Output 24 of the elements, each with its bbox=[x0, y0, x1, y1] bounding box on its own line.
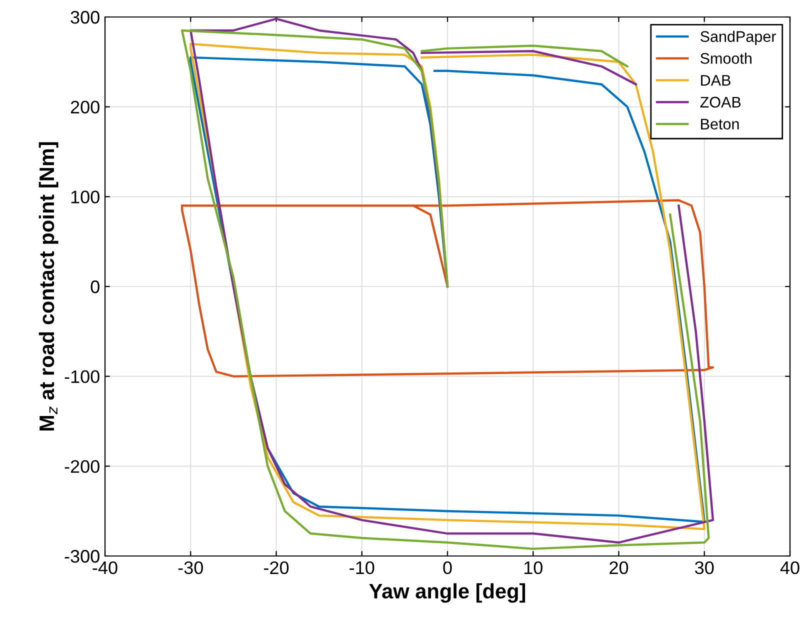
legend-label: ZOAB bbox=[700, 96, 741, 108]
x-tick-label: 0 bbox=[443, 561, 452, 574]
x-tick-label: 30 bbox=[695, 561, 714, 574]
legend-label: Beton bbox=[701, 118, 739, 130]
y-tick-label: -200 bbox=[64, 460, 100, 473]
x-axis-title: Yaw angle [deg] bbox=[369, 583, 526, 603]
x-tick-label: -30 bbox=[178, 561, 203, 574]
y-tick-label: -300 bbox=[64, 550, 100, 563]
y-tick-label: 100 bbox=[71, 190, 100, 204]
y-tick-label: -100 bbox=[64, 370, 100, 384]
y-tick-label: 300 bbox=[70, 10, 100, 24]
x-tick-label: -20 bbox=[264, 561, 289, 574]
x-tick-label: 20 bbox=[610, 561, 628, 574]
x-tick-label: 10 bbox=[524, 561, 542, 574]
legend-label: SandPaper bbox=[700, 30, 776, 45]
line-series bbox=[180, 199, 714, 378]
y-tick-label: 200 bbox=[70, 100, 100, 114]
y-axis-title: M$_{z}$ at road contact point [Nm] bbox=[38, 142, 58, 431]
x-tick-label: -10 bbox=[350, 561, 374, 574]
y-tick-label: 0 bbox=[90, 280, 100, 294]
legend-label: Smooth bbox=[700, 52, 752, 64]
x-tick-label: 40 bbox=[780, 561, 800, 574]
x-tick-label: -40 bbox=[92, 561, 118, 574]
legend-label: DAB bbox=[701, 75, 730, 86]
